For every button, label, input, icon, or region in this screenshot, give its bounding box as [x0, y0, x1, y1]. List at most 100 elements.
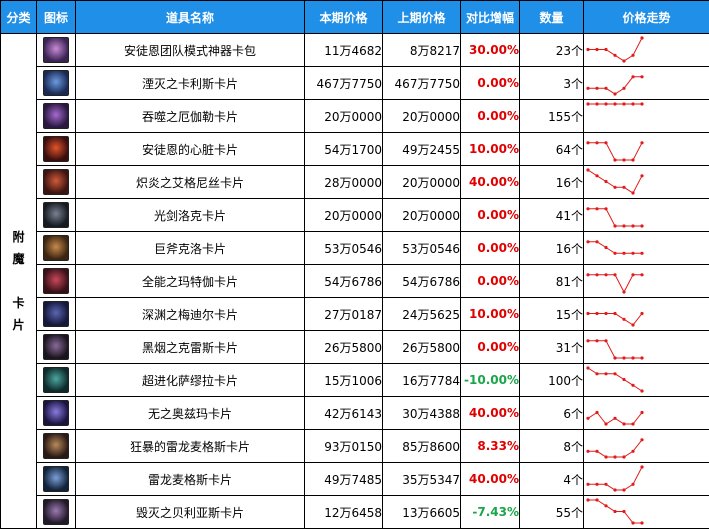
price-change: -7.43% — [460, 495, 520, 529]
trend-cell — [583, 429, 709, 463]
sparkline-point — [613, 53, 617, 57]
item-icon-cell — [36, 264, 76, 298]
sparkline-point — [622, 422, 626, 426]
card-icon-fire[interactable] — [43, 169, 69, 195]
item-icon-cell — [36, 33, 76, 67]
sparkline-path — [587, 169, 643, 194]
card-icon-thunder[interactable] — [43, 466, 69, 492]
trend-cell — [583, 264, 709, 298]
sparkline-point — [631, 323, 635, 327]
previous-price: 53万0546 — [382, 231, 461, 265]
sparkline-point — [595, 174, 599, 178]
price-sparkline — [586, 311, 644, 327]
card-icon-brown[interactable] — [43, 235, 69, 261]
previous-price: 26万5800 — [382, 330, 461, 364]
header-current-price: 本期价格 — [304, 0, 383, 34]
trend-cell — [583, 99, 709, 133]
header-row: 分类 图标 道具名称 本期价格 上期价格 对比增幅 数量 价格走势 — [0, 0, 709, 34]
table-row: 全能之玛特伽卡片 54万6786 54万6786 0.00% 81个 — [1, 264, 709, 298]
sparkline-point — [640, 141, 644, 145]
sparkline-path — [588, 142, 643, 161]
price-sparkline — [586, 498, 644, 525]
price-change: 10.00% — [460, 132, 520, 166]
card-icon-navy[interactable] — [43, 301, 69, 327]
sparkline-point — [604, 141, 608, 145]
sparkline-point — [604, 102, 608, 106]
previous-price: 30万4388 — [382, 396, 461, 430]
sparkline-point — [604, 273, 608, 277]
sparkline-point — [604, 339, 608, 343]
item-name: 光剑洛克卡片 — [75, 198, 305, 232]
card-icon-teal[interactable] — [43, 367, 69, 393]
sparkline-path — [588, 340, 642, 359]
sparkline-point — [595, 240, 599, 244]
card-icon-dark[interactable] — [43, 202, 69, 228]
card-icon-shadow[interactable] — [43, 334, 69, 360]
quantity: 41个 — [519, 198, 584, 232]
card-icon-crimson[interactable] — [43, 268, 69, 294]
card-icon-red[interactable] — [43, 136, 69, 162]
sparkline-point — [604, 47, 608, 52]
sparkline-point — [640, 311, 644, 316]
category-label: 片 — [12, 318, 25, 332]
item-name: 炽炎之艾格尼丝卡片 — [75, 165, 305, 199]
category-label: 魔 — [12, 252, 25, 266]
sparkline-point — [640, 174, 644, 178]
previous-price: 20万0000 — [382, 198, 461, 232]
table-row: 狂暴的雷龙麦格斯卡片 93万0150 85万8600 8.33% 8个 — [1, 429, 709, 463]
sparkline-point — [640, 438, 644, 442]
sparkline-point — [631, 383, 635, 387]
sparkline-point — [613, 488, 617, 492]
sparkline-point — [586, 482, 590, 486]
card-icon-violet[interactable] — [43, 103, 69, 129]
previous-price: 54万6786 — [382, 264, 461, 298]
card-icon-dragon[interactable] — [43, 433, 69, 459]
sparkline-point — [613, 102, 617, 106]
price-change: 40.00% — [460, 396, 520, 430]
sparkline-point — [604, 86, 608, 90]
sparkline-point — [604, 372, 608, 376]
previous-price: 8万8217 — [382, 33, 461, 67]
card-icon-ruin[interactable] — [43, 499, 69, 525]
sparkline-point — [586, 416, 590, 420]
price-sparkline — [586, 102, 644, 106]
quantity: 31个 — [519, 330, 584, 364]
sparkline-point — [613, 251, 617, 255]
sparkline-point — [613, 455, 617, 459]
sparkline-point — [640, 410, 644, 415]
sparkline-point — [604, 207, 608, 211]
sparkline-point — [613, 273, 617, 277]
sparkline-point — [640, 356, 644, 360]
sparkline-point — [586, 141, 590, 145]
card-icon-purple[interactable] — [43, 37, 69, 63]
sparkline-point — [631, 482, 635, 486]
sparkline-point — [631, 449, 635, 453]
sparkline-point — [604, 245, 608, 250]
sparkline-path — [588, 76, 642, 95]
sparkline-point — [586, 449, 590, 453]
table-row: 毁灭之贝利亚斯卡片 12万6458 13万6605 -7.43% 55个 — [1, 495, 709, 529]
sparkline-point — [622, 251, 626, 255]
sparkline-point — [595, 86, 599, 90]
quantity: 3个 — [519, 66, 584, 100]
sparkline-point — [613, 372, 617, 376]
card-icon-blue[interactable] — [43, 70, 69, 96]
sparkline-point — [595, 207, 599, 211]
quantity: 155个 — [519, 99, 584, 133]
sparkline-point — [613, 416, 617, 420]
price-change: 10.00% — [460, 297, 520, 331]
item-icon-cell — [36, 99, 76, 133]
previous-price: 20万0000 — [382, 165, 461, 199]
price-sparkline — [586, 410, 644, 426]
sparkline-point — [586, 498, 590, 502]
card-icon-indigo[interactable] — [43, 400, 69, 426]
sparkline-point — [622, 317, 626, 321]
price-change: 0.00% — [460, 330, 520, 364]
sparkline-point — [631, 102, 635, 106]
category-label: 附 — [12, 230, 25, 244]
sparkline-point — [604, 482, 608, 486]
sparkline-point — [631, 75, 635, 79]
sparkline-point — [586, 207, 590, 211]
item-name: 黑烟之克雷斯卡片 — [75, 330, 305, 364]
